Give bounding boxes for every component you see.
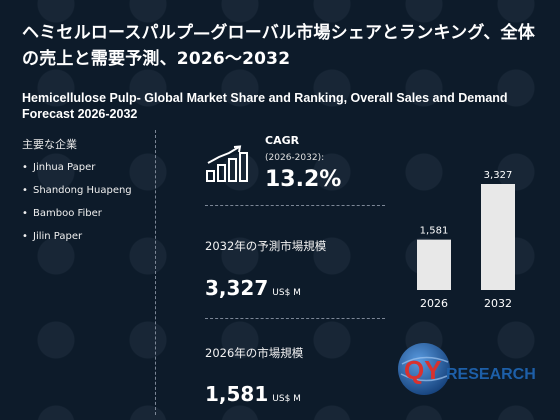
logo-research-text: RESEARCH xyxy=(446,366,536,383)
market-size-bar-chart: 1,581 2026 3,327 2032 xyxy=(417,170,515,310)
bar-2032 xyxy=(481,184,515,290)
forecast-market-size-value: 3,327 US$ M xyxy=(205,276,301,300)
cagr-value: 13.2% xyxy=(265,167,342,192)
bar-2026 xyxy=(417,239,451,290)
key-players-list: • Jinhua Paper • Shandong Huapeng • Bamboo … xyxy=(22,160,142,252)
cagr-label: CAGR xyxy=(265,134,300,147)
forecast-unit: US$ M xyxy=(272,288,301,298)
section-divider xyxy=(155,130,156,415)
forecast-market-size-label: 2032年の予測市場規模 xyxy=(205,239,327,253)
bullet-icon: • xyxy=(22,185,28,196)
player-item: • Bamboo Fiber xyxy=(22,206,142,221)
player-name: Bamboo Fiber xyxy=(33,208,102,219)
divider-line xyxy=(205,205,385,206)
current-market-size-value: 1,581 US$ M xyxy=(205,382,301,406)
player-item: • Shandong Huapeng xyxy=(22,183,142,198)
player-name: Jinhua Paper xyxy=(33,162,96,173)
bullet-icon: • xyxy=(22,231,28,242)
qyresearch-logo: QY RESEARCH xyxy=(398,343,536,395)
globe-icon xyxy=(398,343,450,395)
player-name: Jilin Paper xyxy=(33,231,83,242)
page-title-japanese: ヘミセルロースパルプ—グローバル市場シェアとランキング、全体の売上と需要予測、2… xyxy=(22,23,535,69)
bullet-icon: • xyxy=(22,208,28,219)
forecast-value-number: 3,327 xyxy=(205,276,269,300)
key-players-heading: 主要な企業 xyxy=(22,138,77,151)
bar-value-label: 1,581 xyxy=(420,226,449,237)
bar-category-label: 2026 xyxy=(420,297,448,310)
current-market-size-label: 2026年の市場規模 xyxy=(205,346,304,360)
current-unit: US$ M xyxy=(272,394,301,404)
bar-growth-icon xyxy=(206,145,248,182)
divider-line xyxy=(205,318,385,319)
cagr-period: (2026-2032): xyxy=(265,153,325,163)
player-item: • Jilin Paper xyxy=(22,229,142,244)
bullet-icon: • xyxy=(22,162,28,173)
player-name: Shandong Huapeng xyxy=(33,185,132,196)
player-item: • Jinhua Paper xyxy=(22,160,142,175)
bar-value-label: 3,327 xyxy=(484,170,513,181)
page-title-english: Hemicellulose Pulp- Global Market Share … xyxy=(22,91,508,121)
bar-category-label: 2032 xyxy=(484,297,512,310)
logo-qy-text: QY xyxy=(404,355,442,385)
current-value-number: 1,581 xyxy=(205,382,269,406)
